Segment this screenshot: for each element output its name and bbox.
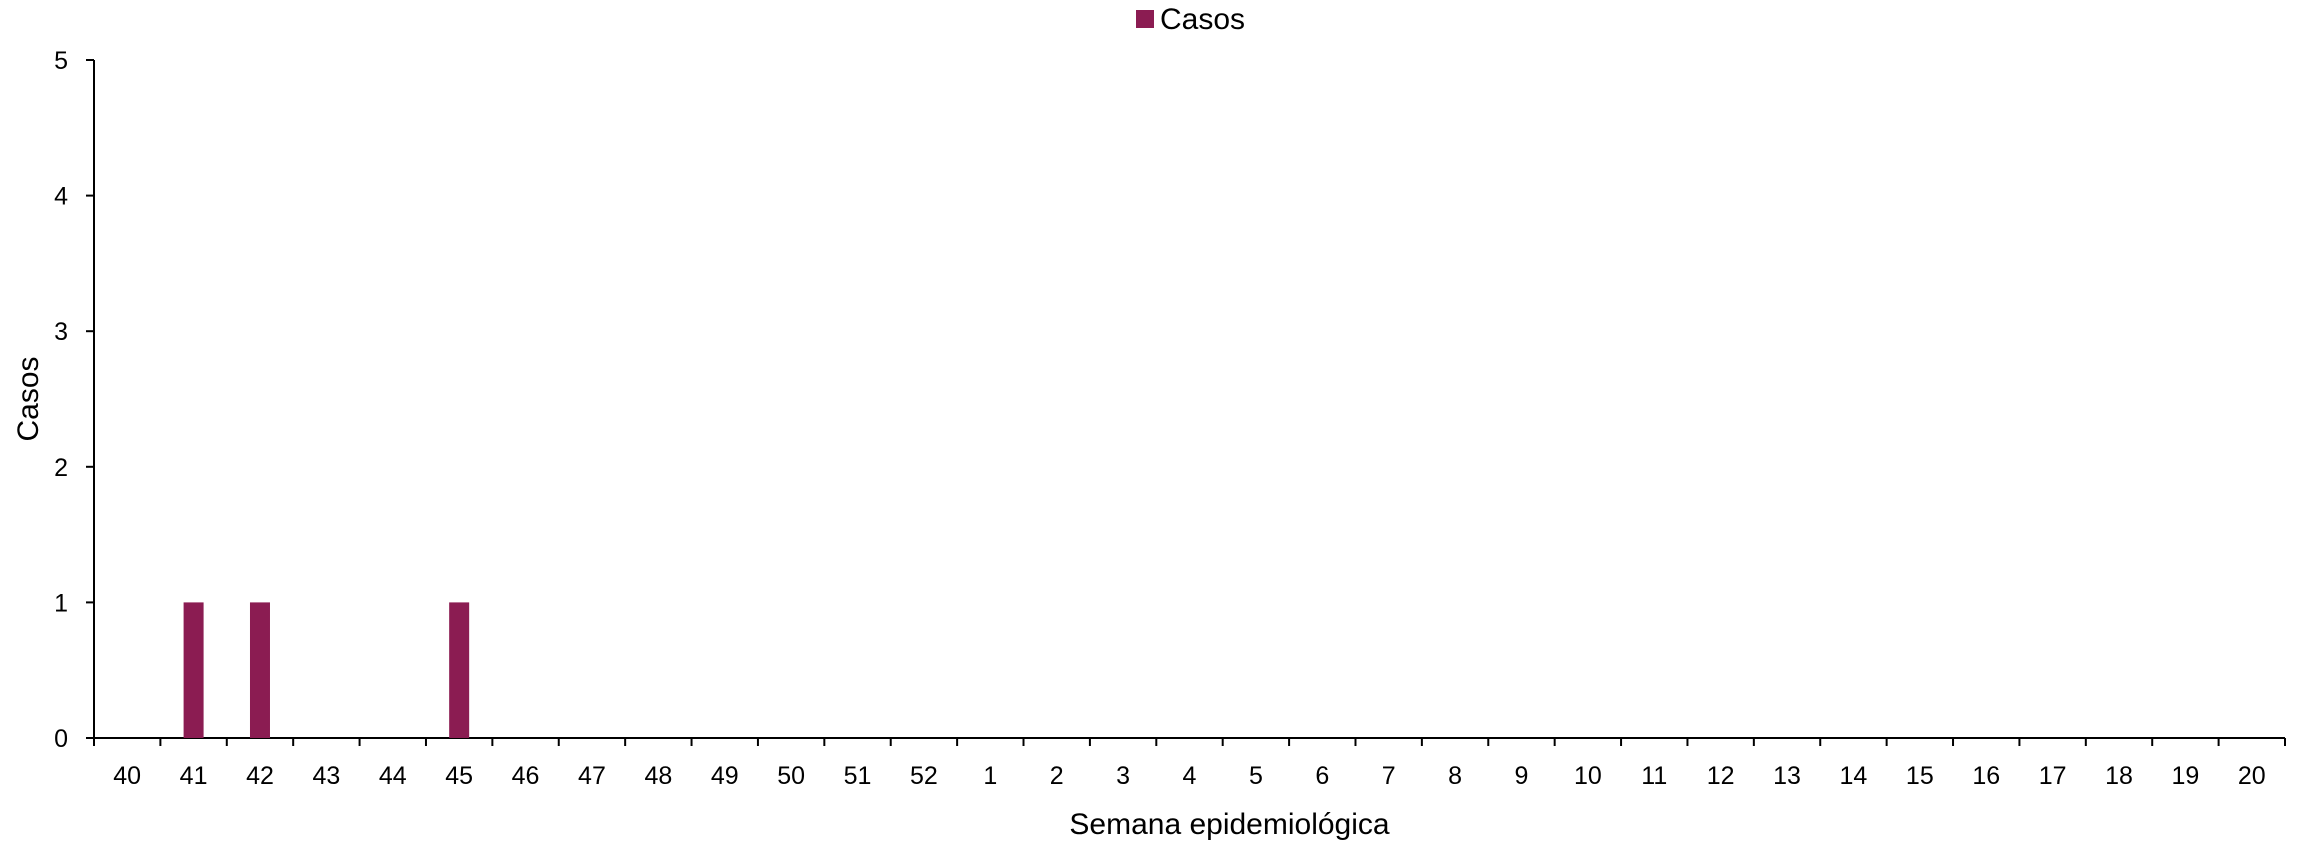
x-tick-label: 40 [113,762,141,790]
x-tick-label: 20 [2238,762,2266,790]
bar-casos-42 [249,602,270,738]
x-tick-label: 47 [578,762,606,790]
x-tick-label: 51 [844,762,872,790]
y-tick-label: 3 [54,318,68,346]
x-tick-label: 17 [2039,762,2067,790]
y-tick-label: 2 [54,454,68,482]
x-tick-label: 46 [512,762,540,790]
x-tick-label: 48 [644,762,672,790]
x-tick-label: 13 [1773,762,1801,790]
y-tick-label: 0 [54,725,68,753]
legend-swatch-casos [1136,10,1154,28]
x-tick-label: 11 [1641,762,1667,790]
y-axis: 0 1 2 3 4 5 [54,47,95,753]
bars [183,602,470,738]
x-tick-label: 8 [1448,762,1462,790]
x-tick-label: 44 [379,762,407,790]
x-tick-label: 49 [711,762,739,790]
x-tick-label: 3 [1116,762,1130,790]
y-axis-title: Casos [12,356,45,441]
x-axis: 40 41 42 43 44 45 46 47 48 49 50 51 52 1 2 3 4 5 6 7 8 9 10 11 1… [93,737,2286,790]
legend: Casos [1136,3,1245,36]
x-tick-label: 43 [312,762,340,790]
x-tick-label: 52 [910,762,938,790]
y-tick-label: 1 [54,589,68,617]
y-tick-label: 5 [54,47,68,75]
x-tick-label: 4 [1183,762,1197,790]
x-tick-label: 6 [1315,762,1329,790]
x-tick-label: 2 [1050,762,1064,790]
x-tick-label: 12 [1707,762,1735,790]
x-tick-label: 15 [1906,762,1934,790]
x-tick-label: 16 [1972,762,2000,790]
x-tick-label: 50 [777,762,805,790]
x-tick-label: 10 [1574,762,1602,790]
x-tick-label: 9 [1515,762,1529,790]
x-tick-label: 19 [2172,762,2200,790]
x-axis-title: Semana epidemiológica [1069,808,1390,841]
bar-casos-45 [449,602,470,738]
x-tick-label: 1 [983,762,997,790]
x-tick-label: 41 [180,762,208,790]
y-tick-label: 4 [54,183,68,211]
x-tick-label: 45 [445,762,473,790]
x-tick-label: 14 [1840,762,1868,790]
x-tick-label: 42 [246,762,274,790]
x-tick-label: 7 [1382,762,1396,790]
bar-casos-41 [183,602,204,738]
x-tick-label: 18 [2105,762,2133,790]
legend-label-casos: Casos [1160,3,1245,36]
x-tick-label: 5 [1249,762,1263,790]
